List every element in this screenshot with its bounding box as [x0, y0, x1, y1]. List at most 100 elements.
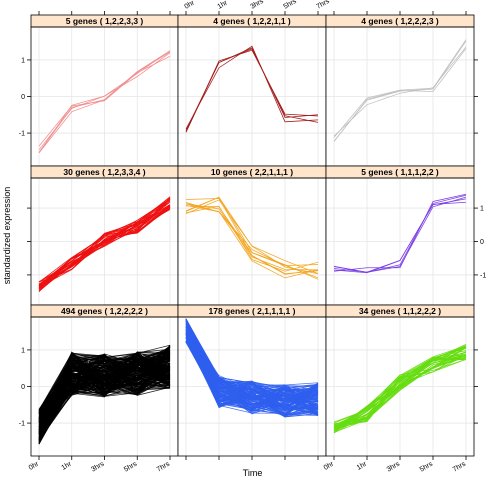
- series-group: [185, 196, 319, 280]
- y-tick-label: 0: [480, 239, 484, 246]
- series-line: [333, 193, 467, 272]
- panel-title: 5 genes ( 1,1,1,2,2 ): [361, 167, 439, 177]
- series-line: [38, 364, 171, 439]
- series-group: [333, 344, 467, 434]
- series-line: [38, 50, 171, 151]
- panel: 178 genes ( 2,1,1,1,1 ): [177, 304, 327, 460]
- x-tick-label: 7hrs: [156, 460, 172, 473]
- series-line: [38, 366, 171, 417]
- x-tick-label: 0hr: [184, 0, 197, 11]
- series-line: [38, 352, 171, 411]
- series-line: [185, 333, 319, 400]
- series-line: [185, 327, 319, 406]
- series-line: [38, 200, 171, 283]
- y-tick-label: 1: [480, 206, 484, 213]
- x-tick-label: 0hr: [28, 460, 41, 471]
- panel-title: 34 genes ( 1,1,2,2,2 ): [359, 306, 441, 316]
- series-line: [38, 380, 171, 434]
- y-tick-label: 0: [21, 384, 25, 391]
- series-line: [38, 345, 171, 440]
- series-group: [185, 45, 319, 133]
- series-line: [333, 355, 467, 433]
- series-line: [185, 49, 319, 133]
- series-line: [185, 328, 319, 398]
- panel: 4 genes ( 1,2,2,2,3 ): [325, 11, 478, 167]
- panel-title: 494 genes ( 1,2,2,2,2 ): [61, 306, 148, 316]
- series-line: [333, 354, 467, 431]
- x-tick-label: 3hrs: [386, 460, 402, 473]
- series-line: [185, 205, 319, 272]
- series-group: [333, 39, 467, 142]
- series-line: [185, 198, 319, 275]
- y-tick-label: -1: [480, 272, 486, 279]
- series-line: [333, 201, 467, 274]
- x-tick-label: 3hrs: [90, 460, 106, 473]
- panel: 10 genes ( 2,2,1,1,1 ): [177, 165, 327, 306]
- series-line: [38, 373, 171, 445]
- x-tick-label: 7hrs: [452, 460, 468, 473]
- series-line: [38, 366, 171, 433]
- y-tick-label: 1: [21, 347, 25, 354]
- series-line: [333, 194, 467, 273]
- series-line: [333, 358, 467, 428]
- series-line: [38, 351, 171, 434]
- series-line: [38, 370, 171, 421]
- series-group: [38, 50, 171, 154]
- series-line: [38, 353, 171, 437]
- x-tick-label: 7hrs: [316, 0, 332, 11]
- series-line: [38, 357, 171, 413]
- series-line: [333, 350, 467, 433]
- y-tick-label: -1: [19, 421, 25, 428]
- panel: 34 genes ( 1,1,2,2,2 ) 0hr 1hr 3hrs 5hrs 7hrs: [323, 304, 478, 474]
- series-line: [333, 346, 467, 429]
- y-tick-label: 1: [21, 57, 25, 64]
- x-axis-title: Time: [243, 468, 263, 478]
- series-line: [38, 356, 171, 411]
- panel: 4 genes ( 1,2,2,1,1 ) 0hr 1hr 3hrs 5hrs 7hrs: [177, 0, 332, 167]
- x-tick-label: 5hrs: [419, 460, 435, 473]
- panel: 5 genes ( 1,1,1,2,2 ) -1 0 1: [325, 165, 486, 306]
- series-line: [38, 200, 171, 292]
- series-group: [38, 344, 171, 445]
- series-line: [185, 203, 319, 279]
- series-line: [185, 341, 319, 408]
- series-line: [333, 46, 467, 137]
- series-group: [185, 318, 319, 418]
- series-group: [333, 193, 467, 274]
- series-group: [38, 196, 171, 292]
- y-tick-label: -1: [19, 131, 25, 138]
- series-line: [38, 362, 171, 432]
- x-tick-label: 1hr: [217, 0, 230, 11]
- x-tick-label: 1hr: [60, 460, 73, 471]
- x-tick-label: 5hrs: [283, 0, 299, 11]
- series-line: [38, 350, 171, 441]
- panel: 5 genes ( 1,2,2,3,3 ) -1 0 1: [19, 11, 179, 167]
- x-tick-label: 0hr: [323, 460, 336, 471]
- panel-title: 5 genes ( 1,2,2,3,3 ): [66, 16, 144, 26]
- series-line: [185, 203, 319, 271]
- series-line: [38, 55, 171, 147]
- panel-title: 30 genes ( 1,2,3,3,4 ): [63, 167, 145, 177]
- x-tick-label: 3hrs: [250, 0, 266, 11]
- x-tick-label: 5hrs: [123, 460, 139, 473]
- panel: 494 genes ( 1,2,2,2,2 ) -1 0 1 0hr 1hr 3hrs 5hr…: [19, 304, 179, 474]
- series-line: [333, 40, 467, 142]
- series-line: [38, 367, 171, 411]
- panel-title: 4 genes ( 1,2,2,2,3 ): [361, 16, 439, 26]
- series-line: [185, 332, 319, 417]
- series-line: [38, 208, 171, 283]
- series-line: [185, 328, 319, 409]
- series-line: [185, 45, 319, 130]
- panel-title: 4 genes ( 1,2,2,1,1 ): [213, 16, 291, 26]
- series-line: [185, 337, 319, 416]
- series-line: [333, 39, 467, 138]
- panel-title: 178 genes ( 2,1,1,1,1 ): [209, 306, 296, 316]
- x-tick-label: 1hr: [356, 460, 369, 471]
- panel-title: 10 genes ( 2,2,1,1,1 ): [211, 167, 293, 177]
- y-axis-title: standardized expression: [2, 187, 12, 285]
- panel: 30 genes ( 1,2,3,3,4 ): [27, 165, 179, 306]
- series-line: [333, 355, 467, 429]
- y-tick-label: 0: [21, 94, 25, 101]
